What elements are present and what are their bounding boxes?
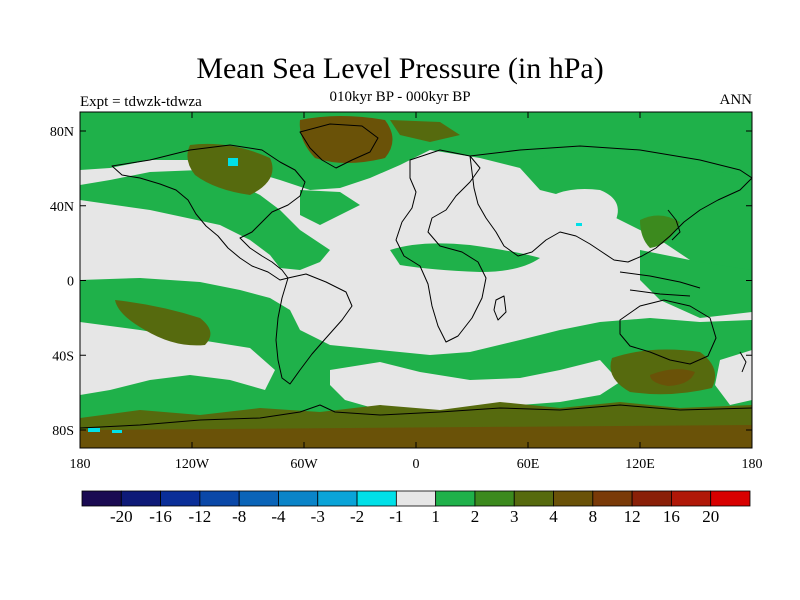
coastlines bbox=[80, 123, 752, 429]
colorbar-label: 2 bbox=[471, 507, 480, 526]
contour-region bbox=[390, 243, 540, 272]
coastline bbox=[275, 273, 353, 385]
colorbar-swatch bbox=[513, 490, 554, 507]
experiment-label: Expt = tdwzk-tdwza bbox=[80, 94, 202, 110]
coastline bbox=[629, 289, 691, 297]
contour-region bbox=[187, 143, 273, 195]
lat-tick-label: 0 bbox=[67, 275, 74, 290]
lat-tick-label: 80N bbox=[50, 125, 74, 140]
coastline bbox=[469, 145, 752, 263]
lon-tick-label: 60W bbox=[290, 457, 318, 472]
contour-region bbox=[715, 350, 752, 405]
contour-region bbox=[640, 215, 680, 248]
chart-title: Mean Sea Level Pressure (in hPa) bbox=[196, 52, 604, 85]
colorbar-swatch bbox=[238, 490, 279, 507]
lat-tick-label: 80S bbox=[52, 424, 74, 439]
season-label: ANN bbox=[719, 92, 753, 108]
longitude-axis: 180 120W 60W 0 60E 120E 180 bbox=[70, 112, 763, 472]
colorbar-label: -8 bbox=[232, 507, 246, 526]
contour-region bbox=[112, 430, 122, 433]
contour-region bbox=[80, 170, 330, 270]
colorbar-label: -16 bbox=[149, 507, 172, 526]
contour-region bbox=[80, 322, 275, 395]
lon-tick-label: 60E bbox=[517, 457, 540, 472]
colorbar-label: 4 bbox=[549, 507, 558, 526]
contour-region bbox=[115, 300, 211, 346]
colorbar-swatch bbox=[356, 490, 397, 507]
coastline bbox=[619, 271, 701, 289]
coastline bbox=[619, 299, 717, 365]
lat-tick-label: 40S bbox=[52, 349, 74, 364]
contour-region bbox=[576, 223, 582, 226]
coastline bbox=[299, 123, 379, 169]
coastline bbox=[739, 351, 747, 373]
colorbar-label: 8 bbox=[589, 507, 598, 526]
colorbar-swatch bbox=[631, 490, 672, 507]
colorbar-label: -12 bbox=[189, 507, 212, 526]
coastline bbox=[80, 404, 752, 429]
colorbar-label: 1 bbox=[431, 507, 440, 526]
chart-subtitle: 010kyr BP - 000kyr BP bbox=[329, 89, 471, 105]
colorbar-swatch bbox=[81, 490, 122, 507]
lat-tick-label: 40N bbox=[50, 200, 74, 215]
map-panel bbox=[80, 112, 752, 448]
colorbar-label: -4 bbox=[271, 507, 286, 526]
coastline bbox=[493, 295, 507, 321]
lon-tick-label: 120E bbox=[625, 457, 655, 472]
latitude-axis: 80N 40N 0 40S 80S bbox=[50, 125, 752, 439]
coastline bbox=[111, 144, 306, 281]
colorbar-swatch bbox=[199, 490, 240, 507]
contour-region bbox=[390, 120, 460, 142]
colorbar-label: -1 bbox=[389, 507, 403, 526]
colorbar-swatch bbox=[474, 490, 515, 507]
coastline bbox=[667, 209, 681, 241]
colorbar-swatch bbox=[671, 490, 712, 507]
lon-tick-label: 180 bbox=[742, 457, 763, 472]
contour-region bbox=[300, 190, 360, 225]
contour-region bbox=[88, 428, 100, 432]
lon-tick-label: 120W bbox=[175, 457, 210, 472]
lon-tick-label: 0 bbox=[413, 457, 420, 472]
contour-region bbox=[650, 369, 695, 386]
colorbar-label: 3 bbox=[510, 507, 519, 526]
colorbar: -20 -16 -12 -8 -4 -3 -2 -1 1 2 3 4 8 12 16 20 bbox=[81, 490, 751, 526]
contour-region bbox=[80, 278, 752, 448]
contour-region bbox=[80, 402, 752, 430]
contour-region bbox=[228, 158, 238, 166]
colorbar-swatch bbox=[592, 490, 633, 507]
contour-fill-layer bbox=[80, 112, 752, 448]
colorbar-swatch bbox=[120, 490, 161, 507]
colorbar-label: 16 bbox=[663, 507, 680, 526]
colorbar-swatch bbox=[553, 490, 594, 507]
colorbar-swatch bbox=[710, 490, 751, 507]
colorbar-label: 12 bbox=[624, 507, 641, 526]
colorbar-label: -20 bbox=[110, 507, 133, 526]
contour-region bbox=[299, 116, 393, 163]
colorbar-label: 20 bbox=[702, 507, 719, 526]
colorbar-label: -2 bbox=[350, 507, 364, 526]
colorbar-swatch bbox=[395, 490, 437, 507]
colorbar-swatch bbox=[160, 490, 201, 507]
coastline bbox=[395, 149, 487, 343]
colorbar-swatch bbox=[278, 490, 319, 507]
contour-region bbox=[330, 360, 620, 412]
colorbar-label: -3 bbox=[311, 507, 325, 526]
lon-tick-label: 180 bbox=[70, 457, 91, 472]
colorbar-swatch bbox=[317, 490, 358, 507]
contour-region bbox=[537, 189, 618, 231]
colorbar-swatch bbox=[435, 490, 476, 507]
